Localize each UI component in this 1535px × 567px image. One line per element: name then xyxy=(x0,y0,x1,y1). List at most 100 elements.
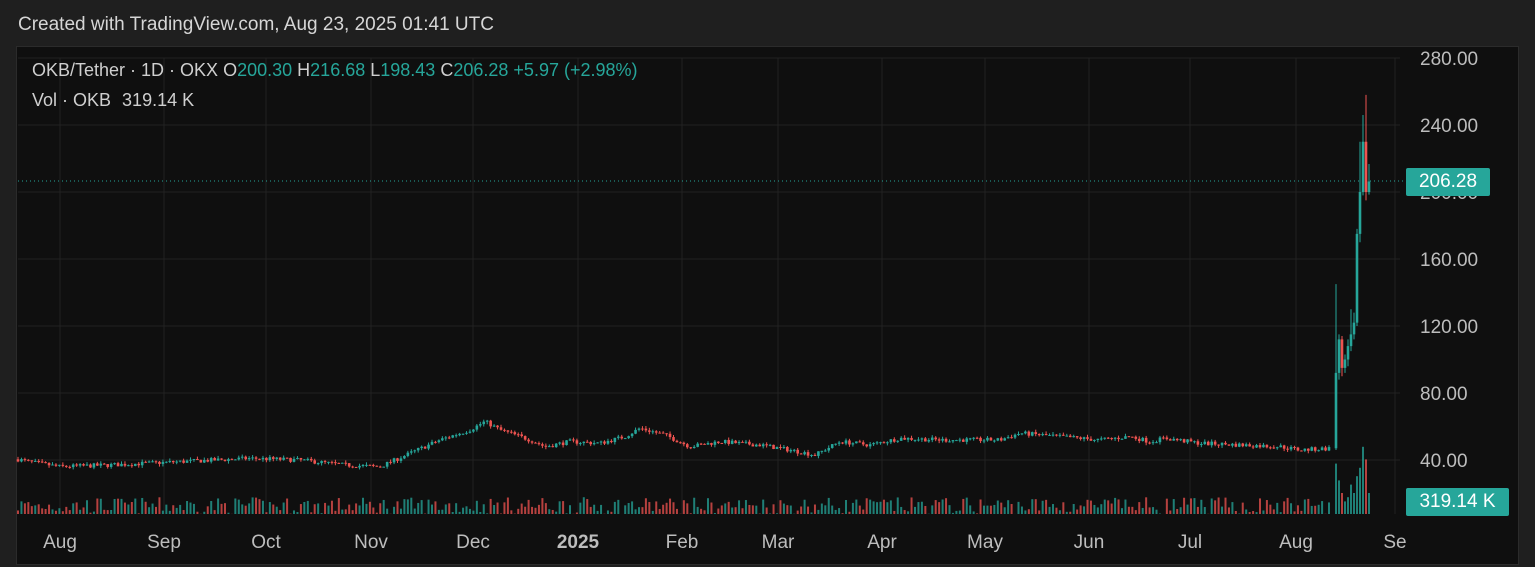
candle-body xyxy=(58,464,61,466)
volume-bar xyxy=(914,506,916,514)
candle-body xyxy=(962,439,965,442)
candle-body xyxy=(337,462,341,464)
candle-body xyxy=(917,439,920,441)
volume-bar xyxy=(517,508,520,514)
candle-body xyxy=(879,442,882,444)
candle-body xyxy=(485,420,489,422)
volume-bar xyxy=(462,507,465,514)
candle-body xyxy=(1079,437,1082,440)
candle-body xyxy=(47,462,51,466)
volume-bar xyxy=(575,512,578,514)
symbol-label[interactable]: OKB/Tether · 1D · OKX xyxy=(32,60,219,80)
volume-label[interactable]: Vol · OKB xyxy=(32,90,112,110)
candle-body xyxy=(1027,431,1031,436)
candle-body xyxy=(896,440,900,442)
volume-bar xyxy=(358,505,361,514)
volume-bar xyxy=(106,510,109,514)
candle-body xyxy=(1324,447,1327,451)
candle-body xyxy=(168,460,172,462)
candle-body xyxy=(220,458,223,460)
volume-bar xyxy=(306,500,309,514)
candle-body xyxy=(158,461,161,464)
volume-bar xyxy=(1186,504,1189,514)
volume-bar xyxy=(896,497,899,514)
candle-body xyxy=(1041,434,1044,436)
x-tick-label: Aug xyxy=(1279,532,1313,553)
volume-bar xyxy=(75,502,78,514)
candle-body xyxy=(130,465,134,467)
x-tick-label: Dec xyxy=(456,532,490,553)
candle-body xyxy=(309,458,313,461)
volume-bar xyxy=(869,499,872,514)
volume-bar xyxy=(993,504,996,514)
candle-body xyxy=(899,437,903,441)
volume-legend: Vol · OKB 319.14 K xyxy=(32,90,194,111)
candle-body xyxy=(641,428,644,430)
candle-body xyxy=(1106,437,1110,439)
candle-body xyxy=(789,450,793,452)
candle-body xyxy=(748,441,751,445)
volume-bar xyxy=(693,497,696,514)
volume-bar xyxy=(148,507,151,514)
candle-body xyxy=(1210,441,1213,446)
volume-bar xyxy=(648,502,651,514)
volume-bar xyxy=(65,506,68,514)
volume-bar xyxy=(1131,506,1134,514)
candle-body xyxy=(844,440,848,444)
candle-body xyxy=(441,438,444,441)
candle-body xyxy=(706,443,710,445)
candle-body xyxy=(1293,446,1296,448)
y-tick-label: 280.00 xyxy=(1420,49,1478,70)
candle-body xyxy=(668,433,672,438)
volume-bar xyxy=(1072,504,1075,514)
volume-bar xyxy=(303,501,306,514)
volume-bar xyxy=(983,505,985,514)
volume-bar xyxy=(410,497,413,514)
volume-bar xyxy=(838,508,841,514)
candle-body xyxy=(189,459,192,461)
volume-bar xyxy=(958,510,961,514)
volume-bar xyxy=(1127,506,1130,514)
candle-body xyxy=(416,448,420,451)
volume-bar xyxy=(1193,498,1196,514)
volume-bar xyxy=(54,510,57,514)
volume-bar xyxy=(362,497,364,514)
volume-bar xyxy=(782,503,785,514)
candle-body xyxy=(275,457,279,459)
candle-body xyxy=(606,440,610,444)
candle-body xyxy=(782,446,786,448)
candle-body xyxy=(679,442,682,444)
volume-bar xyxy=(962,498,965,514)
candle-body xyxy=(1258,445,1262,448)
candle-body xyxy=(720,442,724,444)
candle-body xyxy=(492,425,496,427)
candle-body xyxy=(851,443,855,445)
candle-body xyxy=(1361,141,1365,192)
candle-body xyxy=(427,444,430,449)
volume-bar xyxy=(558,501,561,514)
candle-body xyxy=(1303,448,1307,451)
candle-body xyxy=(648,430,651,432)
volume-bar xyxy=(1300,510,1303,514)
volume-bar xyxy=(1241,502,1244,514)
volume-bar xyxy=(886,502,889,514)
volume-bar xyxy=(365,503,368,514)
volume-bar xyxy=(879,501,882,514)
candle-body xyxy=(16,459,20,462)
volume-bar xyxy=(689,513,692,514)
volume-bar xyxy=(1221,506,1224,514)
candle-body xyxy=(520,434,523,437)
candle-body xyxy=(344,462,348,464)
volume-bar xyxy=(320,513,323,514)
candle-body xyxy=(468,431,472,433)
volume-bar xyxy=(1172,499,1175,514)
candle-body xyxy=(596,442,599,444)
volume-bar xyxy=(89,512,92,514)
volume-bar xyxy=(1069,511,1072,514)
volume-bar xyxy=(313,504,316,514)
candle-body xyxy=(996,438,1000,441)
volume-bar xyxy=(593,504,596,514)
candle-body xyxy=(886,442,889,444)
candle-body xyxy=(434,441,437,443)
